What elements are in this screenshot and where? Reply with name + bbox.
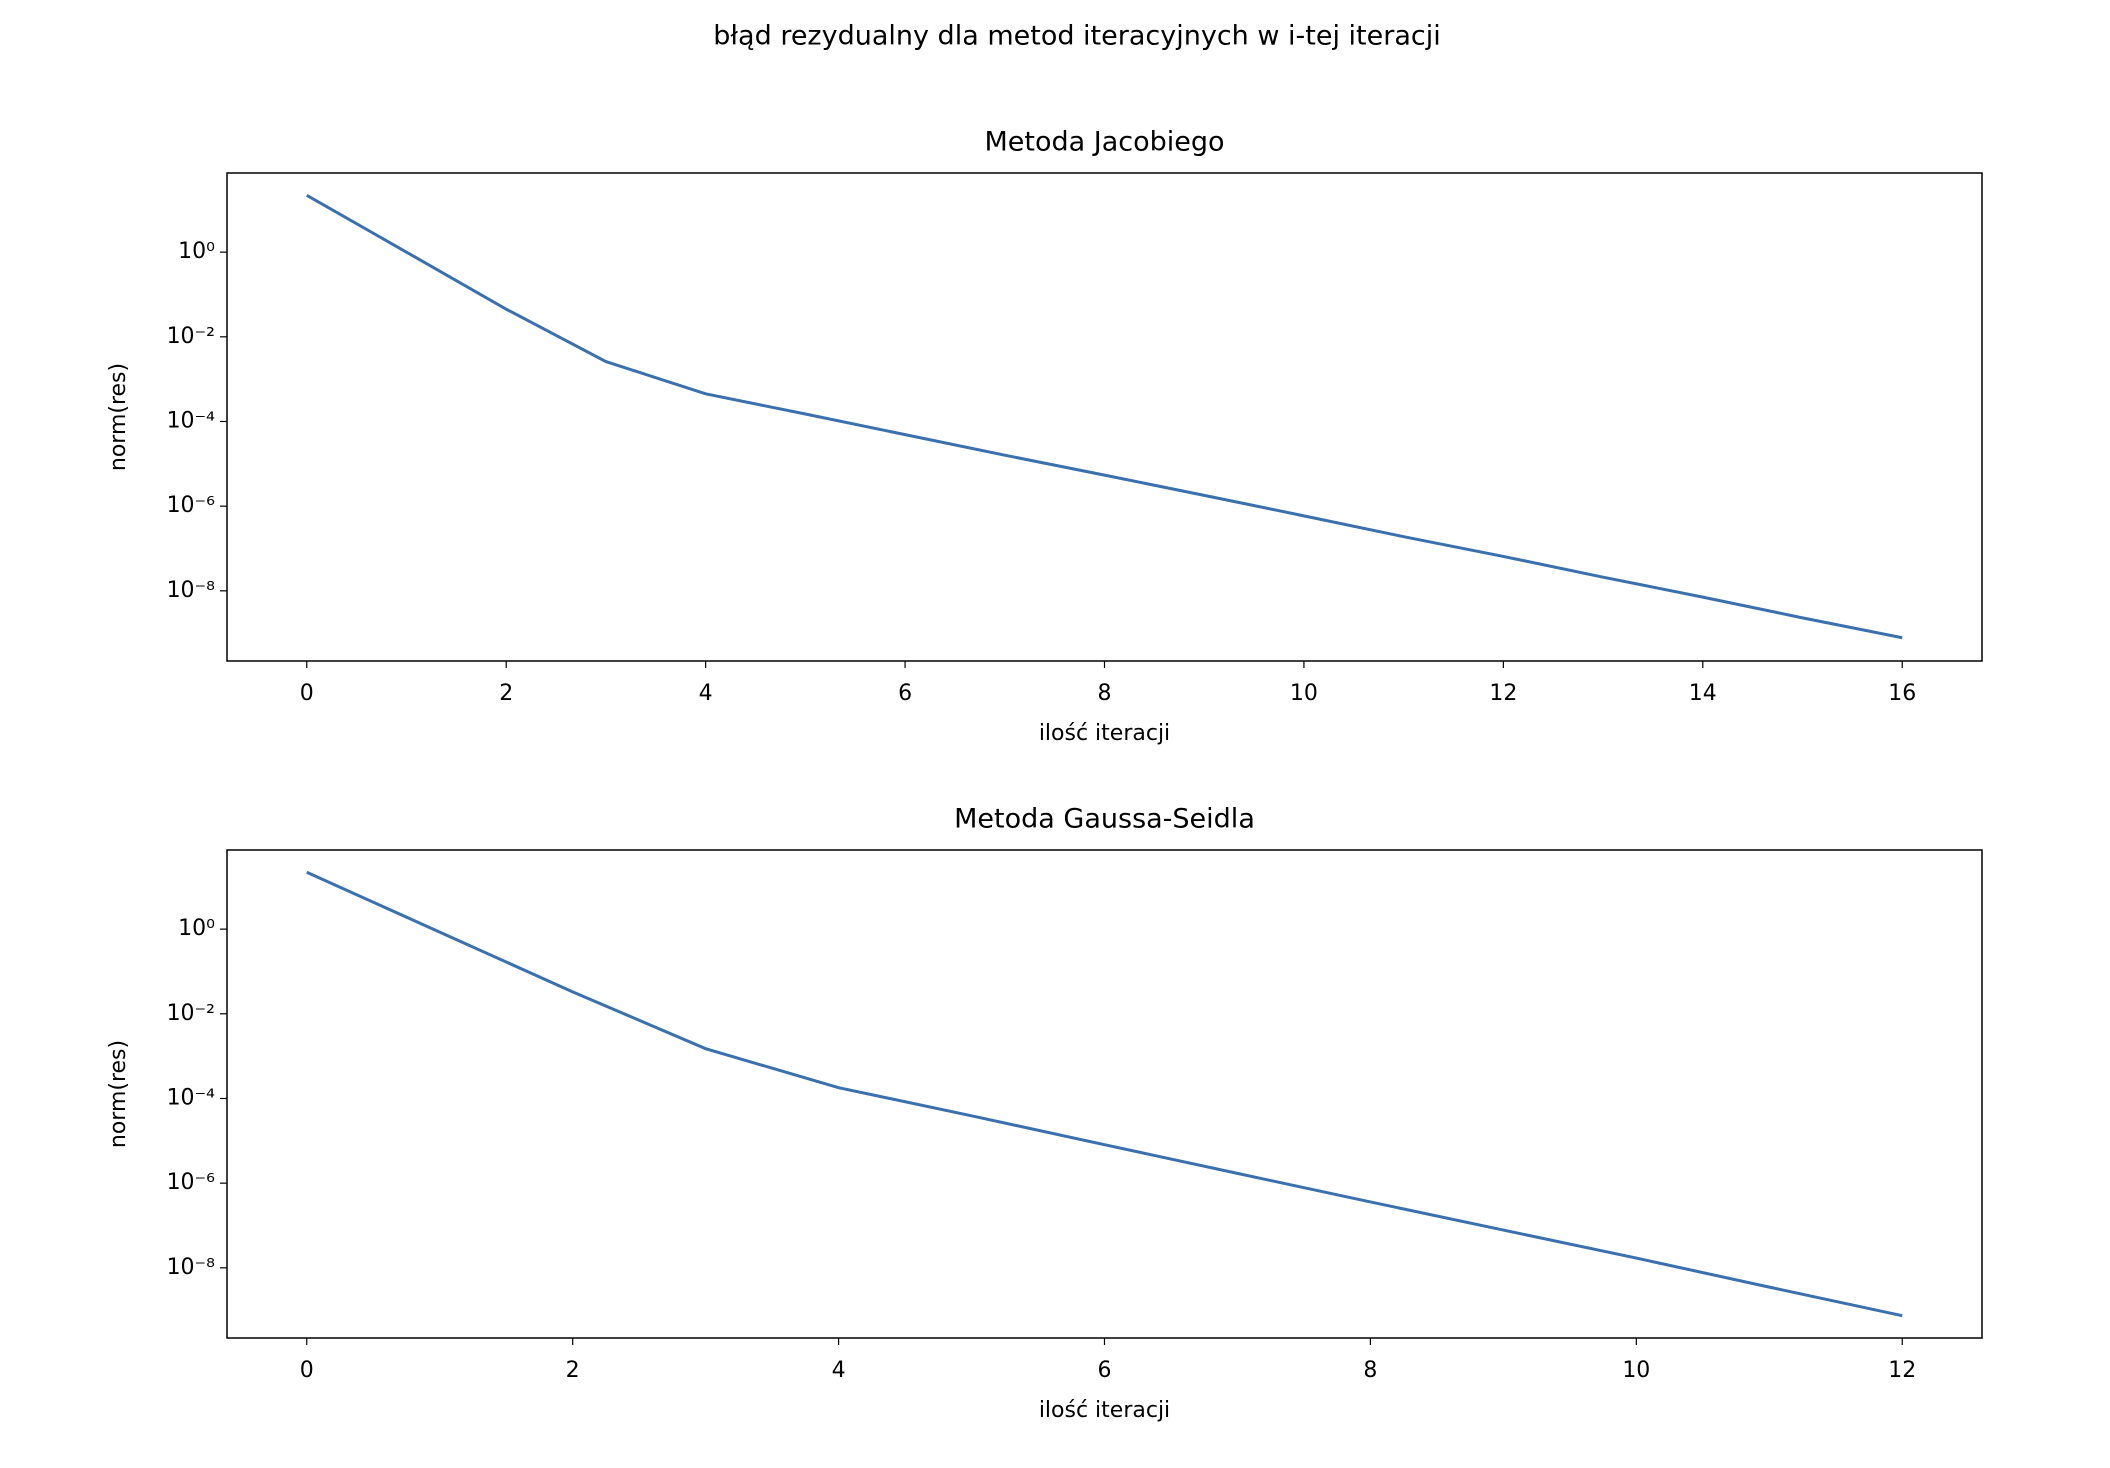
data-line [306,870,1903,1318]
x-axis-label: ilość iteracji [1039,1398,1170,1423]
x-tick-label: 2 [566,1358,580,1383]
y-tick-label: 10⁻² [167,1001,215,1026]
y-tick-label: 10⁰ [178,916,215,941]
x-tick-label: 6 [898,681,912,706]
y-tick-label: 10⁻² [167,324,215,349]
x-tick-label: 12 [1888,1358,1916,1383]
x-tick-label: 0 [300,1358,314,1383]
y-tick-label: 10⁻⁶ [167,1170,216,1195]
subplot-title: Metoda Jacobiego [984,127,1224,158]
y-tick-label: 10⁻⁸ [167,1255,216,1280]
x-tick-label: 4 [832,1358,846,1383]
x-tick-label: 8 [1098,681,1112,706]
x-tick-label: 2 [499,681,513,706]
x-tick-label: 10 [1622,1358,1650,1383]
plot-frame [226,849,1983,1339]
y-axis-label: norm(res) [106,363,131,471]
x-tick-label: 4 [699,681,713,706]
subplot-title: Metoda Gaussa-Seidla [954,804,1255,835]
y-tick-label: 10⁻⁴ [167,1085,216,1110]
x-tick-label: 16 [1888,681,1916,706]
x-tick-label: 0 [300,681,314,706]
x-tick-label: 10 [1290,681,1318,706]
x-tick-label: 8 [1363,1358,1377,1383]
y-tick-label: 10⁻⁴ [167,408,216,433]
plot-frame [226,172,1983,662]
y-tick-label: 10⁻⁸ [167,578,216,603]
data-line [306,193,1903,640]
x-tick-label: 12 [1489,681,1517,706]
x-tick-label: 6 [1098,1358,1112,1383]
y-axis-label: norm(res) [106,1040,131,1148]
figure-title: błąd rezydualny dla metod iteracyjnych w… [713,21,1441,52]
y-tick-label: 10⁰ [178,239,215,264]
x-tick-label: 14 [1689,681,1717,706]
x-axis-label: ilość iteracji [1039,721,1170,746]
y-tick-label: 10⁻⁶ [167,493,216,518]
